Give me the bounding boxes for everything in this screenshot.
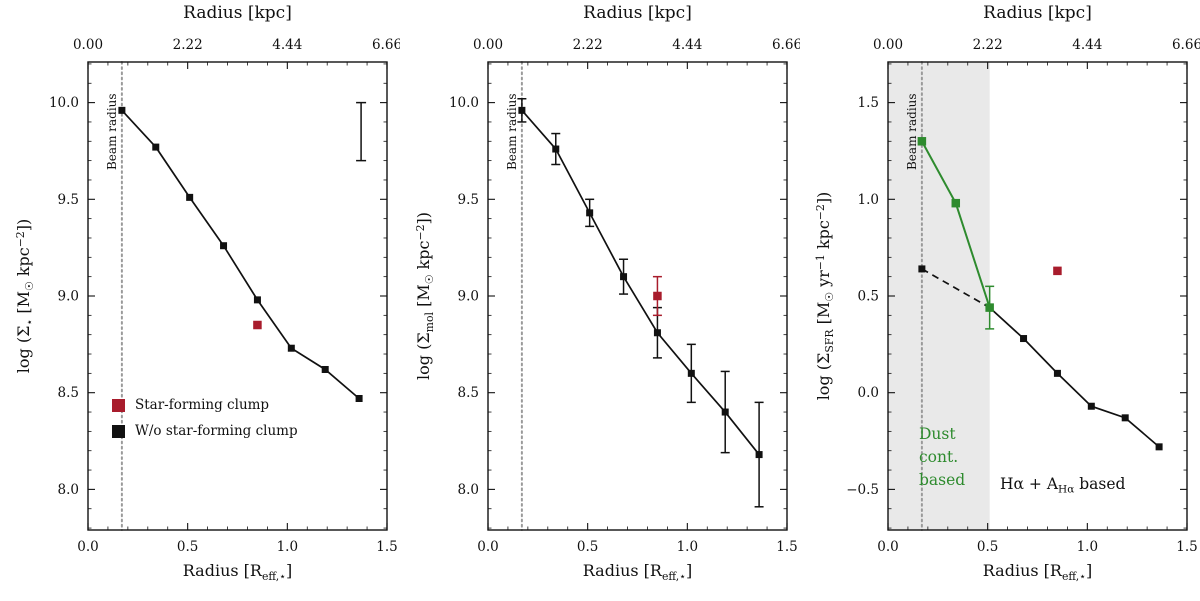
svg-text:Beam radius: Beam radius: [105, 93, 119, 170]
svg-text:8.0: 8.0: [458, 482, 479, 498]
svg-text:1.0: 1.0: [277, 539, 298, 555]
svg-text:1.0: 1.0: [858, 192, 879, 208]
panel-molecular: Radius [kpc] log (Σmol [M☉ kpc−2]) Radiu…: [400, 0, 800, 601]
svg-text:6.66: 6.66: [1172, 37, 1200, 53]
svg-text:4.44: 4.44: [1072, 37, 1102, 53]
legend-label-no-clump: W/o star-forming clump: [135, 423, 298, 439]
svg-text:8.0: 8.0: [58, 482, 79, 498]
top-axis-label: Radius [kpc]: [183, 3, 292, 23]
svg-text:0.0: 0.0: [477, 539, 498, 555]
x-axis-label: Radius [Reff,⋆]: [982, 561, 1093, 583]
halpha-based-annotation: Hα + AHα based: [1000, 475, 1126, 496]
svg-text:2.22: 2.22: [973, 37, 1003, 53]
legend: Star-forming clump W/o star-forming clum…: [112, 397, 298, 439]
legend-label-clump: Star-forming clump: [135, 397, 270, 413]
svg-text:0.00: 0.00: [873, 37, 903, 53]
molecular-profile-plot: Beam radius 0.0 0.00 0.5 2.22 1.0 4.44 1.5 6.66 8…: [449, 37, 800, 555]
svg-text:8.5: 8.5: [458, 385, 479, 401]
svg-text:0.5: 0.5: [577, 539, 598, 555]
svg-text:4.44: 4.44: [672, 37, 702, 53]
top-axis-label: Radius [kpc]: [583, 3, 692, 23]
x-axis-label: Radius [Reff,⋆]: [182, 561, 293, 583]
svg-text:4.44: 4.44: [272, 37, 302, 53]
svg-text:0.5: 0.5: [858, 289, 879, 305]
svg-text:10.0: 10.0: [449, 95, 479, 111]
svg-text:Beam radius: Beam radius: [505, 93, 519, 170]
top-axis-label: Radius [kpc]: [983, 3, 1092, 23]
svg-text:0.0: 0.0: [858, 385, 879, 401]
svg-text:0.0: 0.0: [877, 539, 898, 555]
svg-text:9.0: 9.0: [58, 289, 79, 305]
svg-text:0.5: 0.5: [977, 539, 998, 555]
svg-text:Beam radius: Beam radius: [905, 93, 919, 170]
svg-text:1.0: 1.0: [1077, 539, 1098, 555]
svg-text:0.00: 0.00: [73, 37, 103, 53]
svg-text:0.0: 0.0: [77, 539, 98, 555]
svg-text:0.00: 0.00: [473, 37, 503, 53]
svg-text:1.5: 1.5: [376, 539, 397, 555]
svg-text:1.5: 1.5: [776, 539, 797, 555]
svg-text:10.0: 10.0: [49, 95, 79, 111]
no-clump-marker-swatch: [112, 424, 125, 438]
legend-item-no-clump: W/o star-forming clump: [112, 423, 298, 439]
sfr-profile-plot: Beam radius 0.0 0.00 0.5 2.22 1.0 4.44 1.5 6.66 −…: [846, 37, 1200, 555]
svg-text:1.5: 1.5: [1176, 539, 1197, 555]
svg-text:9.5: 9.5: [458, 192, 479, 208]
svg-text:1.5: 1.5: [858, 95, 879, 111]
svg-text:2.22: 2.22: [573, 37, 603, 53]
svg-text:6.66: 6.66: [772, 37, 800, 53]
panel-sfr: Radius [kpc] log (ΣSFR [M☉ yr−1 kpc−2]) …: [800, 0, 1200, 601]
panel-stellar: Radius [kpc] log (Σ⋆ [M☉ kpc−2]) Radius …: [0, 0, 400, 601]
stellar-profile-plot: Beam radius 0.0 0.00 0.5 2.22 1.0 4.44 1.5 6.66 8…: [49, 37, 400, 555]
svg-text:6.66: 6.66: [372, 37, 400, 53]
svg-text:0.5: 0.5: [177, 539, 198, 555]
x-axis-label: Radius [Reff,⋆]: [582, 561, 693, 583]
svg-text:2.22: 2.22: [173, 37, 203, 53]
svg-text:8.5: 8.5: [58, 385, 79, 401]
svg-text:9.5: 9.5: [58, 192, 79, 208]
svg-text:−0.5: −0.5: [846, 482, 879, 498]
legend-item-clump: Star-forming clump: [112, 397, 298, 413]
svg-text:9.0: 9.0: [458, 289, 479, 305]
svg-text:1.0: 1.0: [677, 539, 698, 555]
dust-based-annotation: Dust cont. based: [919, 425, 966, 489]
clump-marker-swatch: [112, 398, 125, 412]
